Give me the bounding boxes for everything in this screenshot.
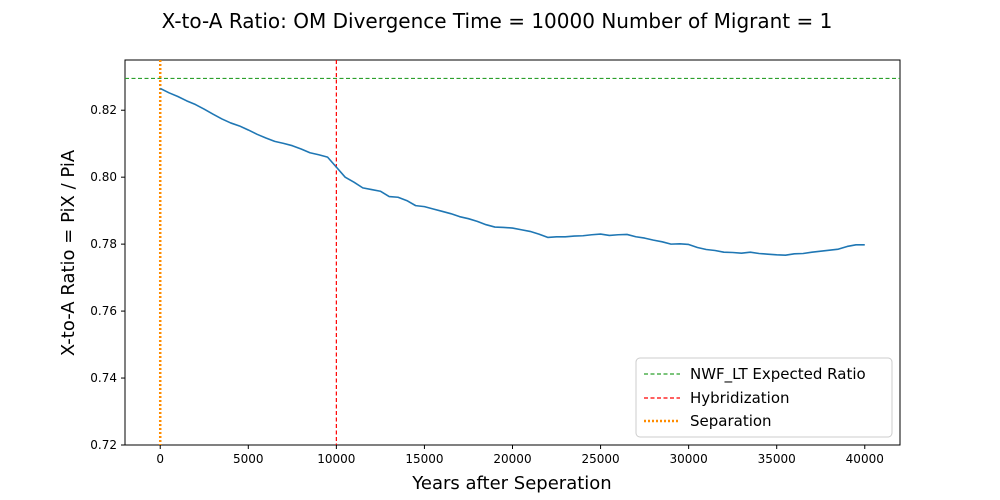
x-tick-label: 20000: [493, 452, 531, 466]
chart-title: X-to-A Ratio: OM Divergence Time = 10000…: [162, 9, 833, 33]
y-tick-label: 0.78: [90, 237, 117, 251]
y-tick-label: 0.80: [90, 170, 117, 184]
x-tick-label: 5000: [233, 452, 264, 466]
y-tick-label: 0.74: [90, 371, 117, 385]
legend-box: [635, 357, 893, 438]
y-tick-label: 0.82: [90, 103, 117, 117]
x-axis-label: Years after Seperation: [411, 473, 611, 494]
x-tick-label: 15000: [405, 452, 443, 466]
x-tick-label: 30000: [670, 452, 708, 466]
x-axis: 0 5000 10000 15000 20000 25000 30000 35000 40000: [156, 445, 884, 466]
reference-lines: [125, 60, 900, 445]
y-axis: 0.72 0.74 0.76 0.78 0.80 0.82: [90, 103, 125, 452]
series-layer: [159, 87, 865, 256]
x-tick-label: 40000: [846, 452, 884, 466]
legend-label-separation: Separation: [690, 412, 772, 430]
x-tick-label: 0: [156, 452, 164, 466]
y-axis-label: X-to-A Ratio = PiX / PiA: [58, 149, 79, 356]
x-tick-label: 10000: [317, 452, 355, 466]
legend: NWF_LT Expected Ratio Hybridization Sepa…: [635, 357, 893, 438]
y-tick-label: 0.76: [90, 304, 117, 318]
series-line-0: [159, 87, 865, 256]
y-tick-label: 0.72: [90, 438, 117, 452]
legend-label-hybridization: Hybridization: [690, 389, 790, 407]
legend-label-expected-ratio: NWF_LT Expected Ratio: [690, 365, 866, 384]
x-tick-label: 35000: [758, 452, 796, 466]
x-tick-label: 25000: [581, 452, 619, 466]
